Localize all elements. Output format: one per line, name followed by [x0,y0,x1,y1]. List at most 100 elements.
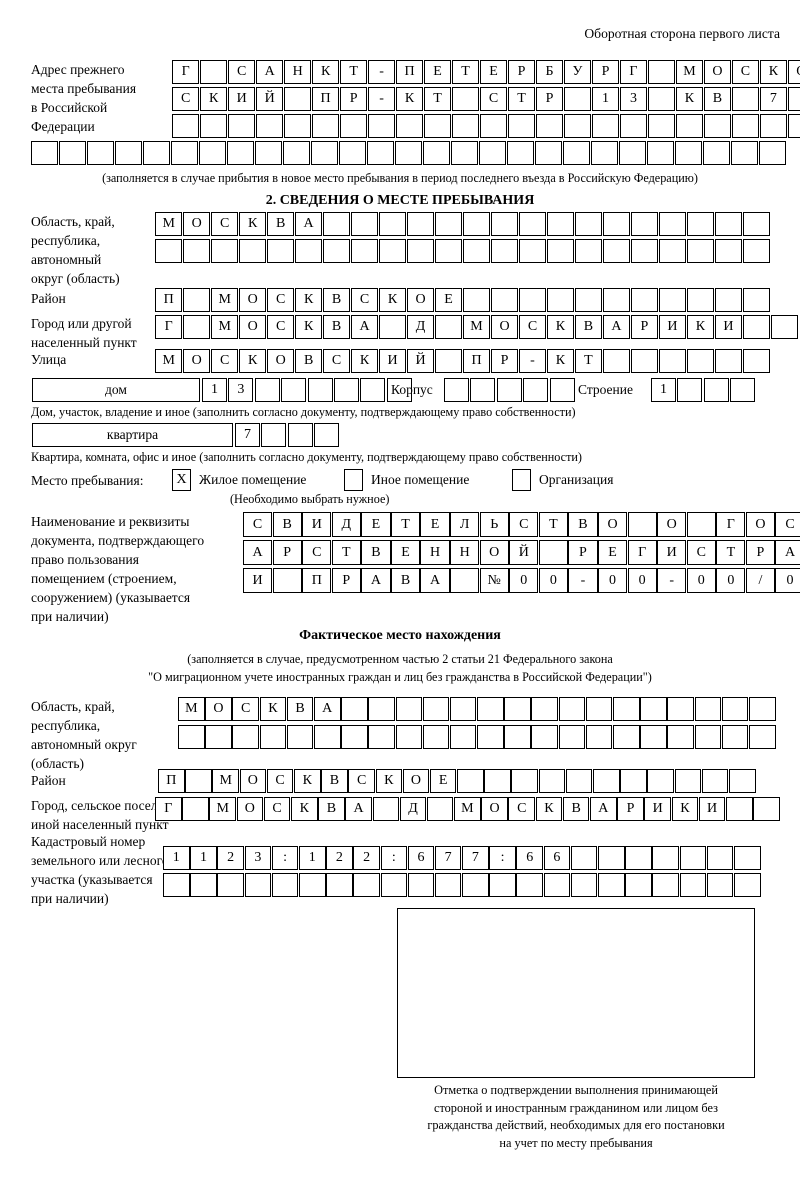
char-box[interactable] [686,288,715,312]
char-box[interactable] [598,846,625,870]
char-box[interactable]: 0 [509,568,539,593]
char-box[interactable]: Т [390,512,421,537]
char-box[interactable] [602,288,631,312]
char-box[interactable] [630,349,659,373]
char-box[interactable]: 6 [543,846,571,870]
char-box[interactable] [703,378,729,402]
char-box[interactable]: Р [535,87,564,111]
char-box[interactable] [372,797,400,821]
char-box[interactable] [232,725,259,749]
char-box[interactable] [679,846,707,870]
char-box[interactable] [546,239,575,263]
char-box[interactable]: О [787,60,800,84]
char-box[interactable] [730,378,756,402]
char-box[interactable]: Т [339,60,368,84]
char-box[interactable] [395,725,423,749]
char-box[interactable]: К [293,769,321,793]
char-box[interactable]: 1 [298,846,326,870]
char-box[interactable] [142,141,171,165]
char-box[interactable]: : [271,846,299,870]
char-box[interactable] [620,769,647,793]
char-box[interactable]: П [462,349,491,373]
char-box[interactable] [350,239,379,263]
char-box[interactable]: С [243,512,273,537]
char-box[interactable]: Г [172,60,200,84]
char-box[interactable] [570,846,598,870]
char-box[interactable]: А [361,568,391,593]
char-box[interactable] [462,212,491,236]
char-box[interactable] [640,725,667,749]
char-box[interactable]: П [302,568,332,593]
char-box[interactable]: Т [451,60,480,84]
char-box[interactable]: О [490,315,519,339]
char-box[interactable] [238,239,267,263]
flat-number-boxes[interactable]: 7 [235,423,341,447]
char-box[interactable]: К [290,797,318,821]
char-box[interactable] [407,873,435,897]
char-box[interactable] [714,288,743,312]
char-box[interactable] [667,725,694,749]
char-box[interactable]: - [657,568,687,593]
char-box[interactable] [647,60,676,84]
char-box[interactable]: П [395,60,424,84]
char-box[interactable]: В [568,512,598,537]
char-box[interactable] [378,239,407,263]
char-box[interactable] [518,239,547,263]
char-box[interactable]: 1 [190,846,217,870]
char-box[interactable]: П [311,87,340,111]
char-box[interactable] [686,212,715,236]
char-box[interactable]: В [322,288,351,312]
char-box[interactable]: Е [420,512,450,537]
char-box[interactable]: Т [716,540,746,565]
char-box[interactable] [618,141,647,165]
char-box[interactable]: А [590,797,617,821]
char-box[interactable] [423,114,452,138]
char-box[interactable] [534,141,563,165]
char-box[interactable] [646,141,675,165]
char-box[interactable]: Е [429,769,457,793]
char-box[interactable] [322,239,351,263]
stay-option-2[interactable]: Иное помещение [344,469,469,491]
char-box[interactable]: 7 [462,846,489,870]
char-box[interactable] [748,725,776,749]
char-box[interactable] [449,697,477,721]
char-box[interactable]: Т [423,87,452,111]
char-box[interactable] [630,212,659,236]
char-box[interactable]: - [367,87,396,111]
char-box[interactable] [226,141,255,165]
char-box[interactable] [558,725,586,749]
char-box[interactable] [518,212,547,236]
char-box[interactable] [185,769,212,793]
char-box[interactable] [350,212,379,236]
char-box[interactable] [434,315,463,339]
char-box[interactable] [261,423,287,447]
char-box[interactable] [479,114,508,138]
char-box[interactable] [546,288,575,312]
char-box[interactable]: Ь [479,512,509,537]
char-box[interactable] [287,423,313,447]
char-box[interactable]: Г [716,512,746,537]
char-box[interactable] [748,697,776,721]
char-box[interactable] [490,288,519,312]
char-box[interactable]: В [322,315,351,339]
char-box[interactable]: К [238,212,267,236]
char-box[interactable]: / [745,568,776,593]
char-box[interactable]: С [227,60,256,84]
char-box[interactable]: - [518,349,547,373]
char-box[interactable]: К [686,315,715,339]
char-box[interactable] [590,141,619,165]
char-box[interactable]: Г [619,60,648,84]
char-box[interactable] [282,141,311,165]
char-box[interactable]: 3 [619,87,648,111]
char-box[interactable] [368,697,395,721]
char-box[interactable] [694,725,722,749]
char-box[interactable]: Н [420,540,450,565]
char-box[interactable] [703,114,732,138]
char-box[interactable] [450,141,479,165]
char-box[interactable] [271,873,299,897]
char-box[interactable] [478,141,507,165]
char-box[interactable]: В [562,797,590,821]
char-box[interactable] [314,423,340,447]
char-box[interactable]: С [775,512,800,537]
